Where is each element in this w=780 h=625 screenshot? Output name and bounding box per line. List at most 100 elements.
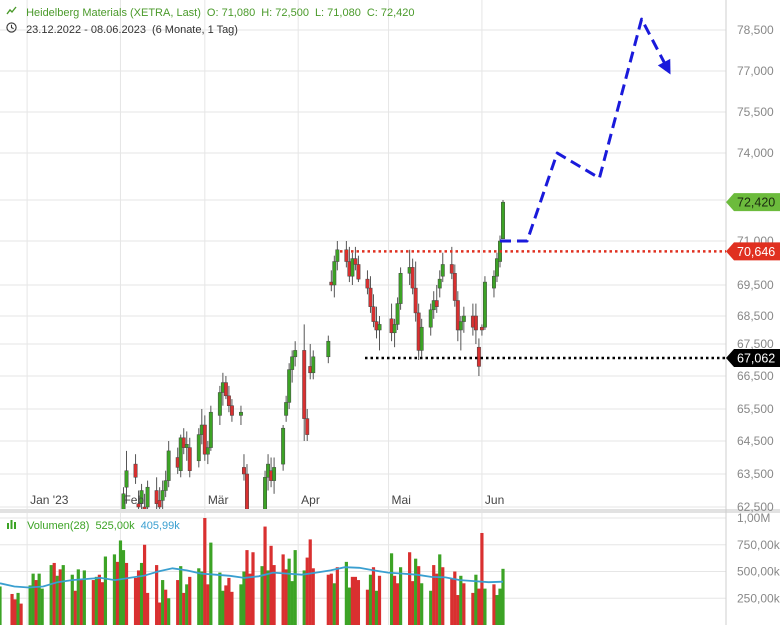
volume-bar bbox=[167, 598, 171, 625]
volume-bar bbox=[161, 580, 165, 625]
candle bbox=[208, 405, 213, 451]
volume-bar bbox=[197, 568, 201, 625]
volume-bar bbox=[10, 593, 14, 625]
candle-body bbox=[452, 273, 457, 301]
candle bbox=[196, 428, 201, 468]
candle bbox=[202, 415, 207, 461]
candle bbox=[245, 464, 249, 509]
volume-bar bbox=[474, 574, 478, 625]
candle-body bbox=[476, 346, 481, 367]
candle bbox=[458, 316, 463, 351]
volume-bar bbox=[115, 561, 120, 625]
volume-bar bbox=[0, 586, 2, 625]
volume-bar bbox=[432, 565, 436, 625]
candle-body bbox=[482, 281, 487, 328]
candle bbox=[163, 470, 168, 498]
candle-body bbox=[187, 447, 192, 471]
candle bbox=[395, 297, 400, 330]
month-label: Apr bbox=[301, 493, 320, 507]
candle bbox=[142, 493, 147, 509]
month-label: Jun bbox=[485, 493, 504, 507]
candle-body bbox=[196, 434, 201, 462]
candle bbox=[492, 270, 496, 298]
candle-body bbox=[263, 477, 268, 509]
clock-icon bbox=[6, 22, 20, 36]
candle bbox=[223, 376, 228, 400]
volume-bar bbox=[453, 571, 457, 625]
candle-body bbox=[419, 326, 424, 351]
candle bbox=[121, 487, 126, 509]
volume-bar bbox=[248, 573, 252, 625]
volume-bar bbox=[374, 590, 379, 625]
axes: 62,500 63,500 64,500 65,500 66,500 67,500 68,5… bbox=[30, 23, 780, 605]
candle bbox=[145, 480, 150, 509]
volume-bar bbox=[221, 590, 225, 625]
date-range-row: 23.12.2022 - 08.06.2023 (6 Monate, 1 Tag) bbox=[6, 22, 244, 36]
volume-bar bbox=[133, 577, 138, 625]
candle bbox=[305, 409, 310, 441]
candle-body bbox=[434, 300, 439, 307]
candle-body bbox=[178, 437, 183, 471]
volume-bar bbox=[40, 588, 44, 625]
candle bbox=[205, 441, 210, 465]
candle bbox=[284, 395, 289, 422]
volume-bar bbox=[272, 565, 276, 625]
candle bbox=[290, 350, 295, 383]
volume-bar bbox=[34, 580, 38, 625]
volume-bar bbox=[82, 570, 86, 625]
candle bbox=[482, 276, 487, 330]
price-tick-label: 75,500 bbox=[737, 105, 774, 119]
volume-bar bbox=[462, 583, 466, 625]
volume-bar bbox=[118, 540, 123, 625]
candle bbox=[302, 324, 307, 441]
support-tag: 67,062 bbox=[726, 349, 780, 368]
candle-body bbox=[353, 258, 358, 265]
volume-bars-icon bbox=[6, 520, 21, 532]
candle-body bbox=[145, 486, 150, 508]
volume-bar bbox=[145, 592, 150, 625]
candle bbox=[263, 470, 268, 509]
volume-bar bbox=[471, 592, 475, 625]
candle bbox=[248, 510, 251, 540]
candle bbox=[389, 303, 394, 342]
candle-body bbox=[368, 287, 373, 307]
candle-body bbox=[157, 500, 162, 508]
volume-bar bbox=[290, 581, 294, 625]
candle bbox=[184, 431, 189, 461]
candle-body bbox=[245, 473, 249, 509]
candle-body bbox=[371, 306, 376, 322]
volume-bar bbox=[344, 561, 348, 625]
volume-bar bbox=[97, 574, 101, 625]
volume-bar bbox=[242, 571, 246, 625]
volume-bar bbox=[350, 576, 355, 625]
price-tick-label: 62,500 bbox=[737, 500, 774, 514]
volume-bar bbox=[365, 589, 370, 625]
candle bbox=[187, 437, 192, 478]
low-value: L: 71,080 bbox=[314, 7, 361, 19]
volume-average-value: 405,99k bbox=[140, 520, 180, 532]
chart-header: Heidelberg Materials (XETRA, Last) O: 71,… bbox=[6, 6, 421, 19]
candle bbox=[413, 261, 418, 322]
volume-bar bbox=[158, 602, 162, 625]
candle bbox=[410, 258, 415, 295]
volume-bar bbox=[179, 566, 183, 625]
candle-body bbox=[260, 524, 263, 537]
candle bbox=[226, 385, 231, 413]
volume-bar bbox=[420, 583, 424, 625]
candle bbox=[473, 303, 478, 344]
candle-body bbox=[473, 315, 478, 331]
chart-icon bbox=[6, 6, 20, 19]
candle-body bbox=[160, 490, 165, 501]
candle-body bbox=[229, 405, 234, 416]
volume-bar bbox=[377, 575, 382, 625]
candle bbox=[434, 285, 439, 313]
volume-bar bbox=[239, 584, 243, 625]
candle bbox=[332, 255, 337, 298]
candle bbox=[178, 434, 183, 478]
volume-bar bbox=[429, 590, 433, 625]
volume-bar bbox=[227, 577, 231, 625]
resistance-tag-label: 70,646 bbox=[737, 245, 775, 259]
volume-bar bbox=[58, 569, 62, 625]
candle bbox=[326, 335, 331, 364]
candle-body bbox=[326, 340, 331, 358]
